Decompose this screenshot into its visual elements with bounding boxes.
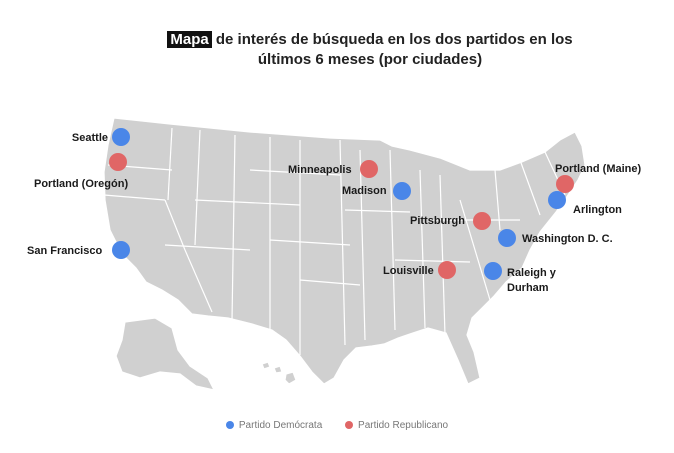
city-markers: Seattle Portland (Oregón) San Francisco … xyxy=(27,128,642,294)
city-marker-seattle[interactable]: Seattle xyxy=(72,128,130,146)
city-marker-pittsburgh[interactable]: Pittsburgh xyxy=(410,212,491,230)
city-marker-louisville[interactable]: Louisville xyxy=(383,261,456,279)
legend-dot-democrat xyxy=(225,421,234,430)
title-highlight: Mapa xyxy=(167,31,212,48)
city-dot-arlington xyxy=(548,191,566,209)
city-label-louisville: Louisville xyxy=(383,265,434,277)
city-dot-louisville xyxy=(438,261,456,279)
city-dot-raleigh-durham xyxy=(484,262,502,280)
legend: Partido Demócrata Partido Republicano xyxy=(0,420,674,431)
city-marker-raleigh-durham[interactable]: Raleigh y Durham xyxy=(484,262,557,294)
city-dot-minneapolis xyxy=(360,160,378,178)
map-title: Mapa de interés de búsqueda en los dos p… xyxy=(90,30,650,70)
city-label-raleigh-line1: Raleigh y xyxy=(507,267,557,279)
legend-label-republican: Partido Republicano xyxy=(358,420,449,431)
title-line2: últimos 6 meses (por ciudades) xyxy=(257,51,483,68)
city-marker-madison[interactable]: Madison xyxy=(342,182,411,200)
city-label-pittsburgh: Pittsburgh xyxy=(410,215,465,227)
city-marker-arlington[interactable]: Arlington xyxy=(548,191,622,216)
city-dot-madison xyxy=(393,182,411,200)
legend-item-democrat: Partido Demócrata xyxy=(225,420,323,431)
city-label-raleigh-line2: Durham xyxy=(507,282,549,294)
city-marker-minneapolis[interactable]: Minneapolis xyxy=(288,160,378,178)
city-marker-portland-maine[interactable]: Portland (Maine) xyxy=(555,163,642,193)
city-label-portland-oregon: Portland (Oregón) xyxy=(34,178,128,190)
title-line1: de interés de búsqueda en los dos partid… xyxy=(211,31,573,48)
legend-dot-republican xyxy=(345,421,354,430)
city-dot-washington-dc xyxy=(498,229,516,247)
city-marker-washington-dc[interactable]: Washington D. C. xyxy=(498,229,613,247)
city-dot-pittsburgh xyxy=(473,212,491,230)
city-label-madison: Madison xyxy=(342,185,387,197)
city-dot-seattle xyxy=(112,128,130,146)
city-label-seattle: Seattle xyxy=(72,132,108,144)
city-label-san-francisco: San Francisco xyxy=(27,245,102,257)
city-dot-san-francisco xyxy=(112,241,130,259)
city-label-washington-dc: Washington D. C. xyxy=(522,233,613,245)
state-borders xyxy=(103,127,566,355)
city-marker-san-francisco[interactable]: San Francisco xyxy=(27,241,130,259)
us-states-land xyxy=(103,117,586,391)
legend-label-democrat: Partido Demócrata xyxy=(238,420,323,431)
city-label-minneapolis: Minneapolis xyxy=(288,164,352,176)
city-dot-portland-oregon xyxy=(109,153,127,171)
city-label-portland-maine: Portland (Maine) xyxy=(555,163,642,175)
city-label-arlington: Arlington xyxy=(573,204,622,216)
legend-item-republican: Partido Republicano xyxy=(345,420,448,431)
city-marker-portland-oregon[interactable]: Portland (Oregón) xyxy=(34,153,128,190)
city-dot-portland-maine xyxy=(556,175,574,193)
